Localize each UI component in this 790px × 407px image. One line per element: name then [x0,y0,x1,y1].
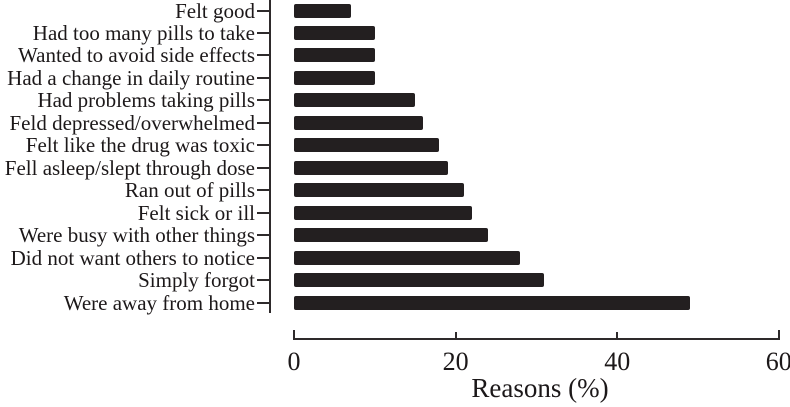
bar [294,138,440,153]
bar [294,48,375,63]
x-tick [454,332,457,338]
category-label: Had too many pills to take [32,20,255,45]
x-tick [293,330,295,338]
category-label: Had a change in daily routine [7,65,255,90]
bar [294,273,545,288]
y-tick [257,54,269,57]
y-tick [257,279,269,282]
y-axis-line [269,0,271,313]
category-label: Were away from home [63,290,255,315]
x-tick [616,332,619,338]
bar [294,25,375,40]
bar [294,3,351,18]
x-tick-label: 20 [442,347,469,376]
category-label: Did not want others to notice [10,245,255,270]
y-tick [257,234,269,237]
category-label: Feld depressed/overwhelmed [9,110,255,135]
y-tick [257,76,269,79]
y-tick [257,211,269,214]
x-tick-label: 40 [604,347,631,376]
bar [294,70,375,85]
category-label: Wanted to avoid side effects [17,43,255,68]
y-tick [257,166,269,169]
category-label: Had problems taking pills [37,88,255,113]
bar [294,93,416,108]
category-label: Were busy with other things [18,223,255,248]
bar [294,295,690,310]
y-tick [257,9,269,12]
x-axis-title: Reasons (%) [471,373,609,403]
x-tick [777,330,780,338]
y-tick [257,121,269,124]
bar [294,160,448,175]
bar [294,228,488,243]
category-label: Felt sick or ill [137,200,255,225]
y-tick [257,99,269,102]
y-tick [257,144,269,147]
category-label: Ran out of pills [124,178,255,203]
bar [294,205,472,220]
x-tick-label: 60 [765,347,790,376]
x-axis-line [293,338,780,340]
category-label: Felt good [175,0,255,23]
bar [294,250,521,265]
bar [294,115,424,130]
category-label: Simply forgot [138,268,255,293]
category-label: Felt like the drug was toxic [25,133,255,158]
y-tick [257,256,269,259]
category-label: Fell asleep/slept through dose [4,155,255,180]
y-tick [257,301,269,304]
bar [294,183,464,198]
y-tick [257,31,269,34]
x-tick-label: 0 [287,347,301,376]
y-tick [257,189,269,192]
